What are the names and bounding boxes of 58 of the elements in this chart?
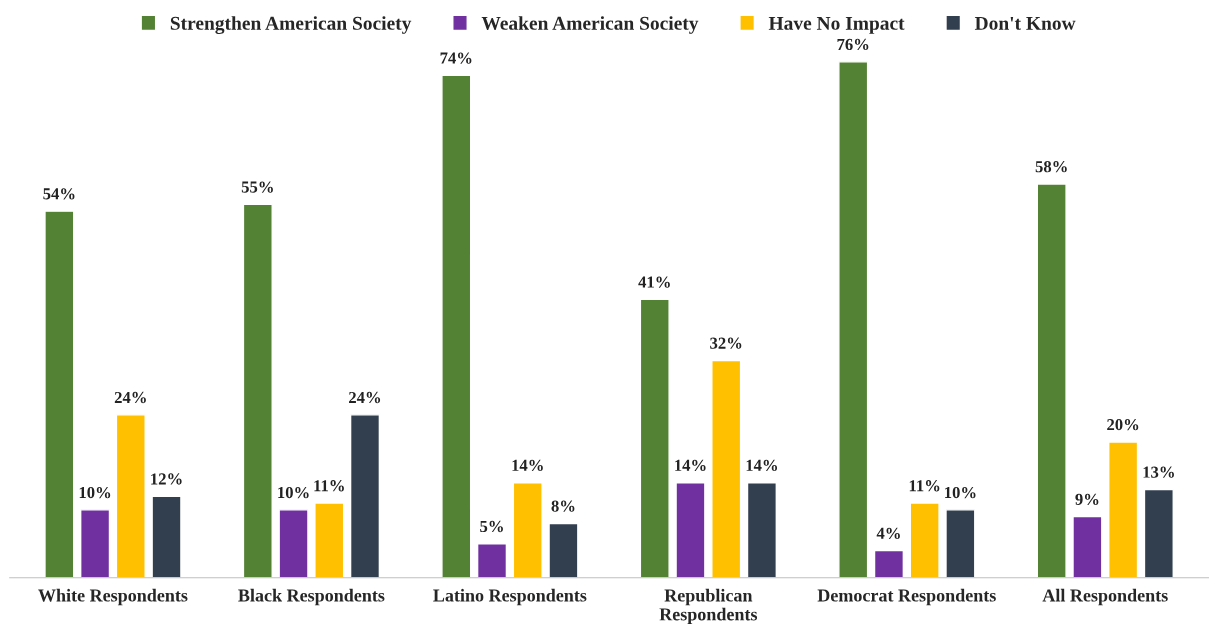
data-label: 58%	[1035, 161, 1067, 173]
bar	[873, 549, 905, 578]
bar	[1036, 183, 1067, 578]
data-label: 13%	[1143, 466, 1174, 478]
x-tick-label: Black Respondents	[238, 588, 385, 606]
bar	[115, 414, 146, 578]
data-label: 8%	[551, 500, 575, 512]
data-label: 55%	[241, 181, 273, 193]
data-label: 54%	[43, 188, 75, 200]
data-label: 20%	[1107, 419, 1139, 431]
data-label: 24%	[114, 391, 146, 404]
data-label: 12%	[151, 473, 182, 485]
bar	[441, 74, 472, 578]
bar	[512, 482, 543, 578]
bar	[278, 509, 309, 578]
bar	[349, 414, 381, 578]
data-label: 24%	[349, 391, 381, 404]
bar	[1108, 441, 1139, 578]
bar	[711, 359, 742, 578]
data-label: 14%	[675, 459, 706, 472]
x-tick-label: All Respondents	[1042, 588, 1168, 606]
data-label: 14%	[746, 459, 778, 472]
bar	[242, 203, 273, 578]
bar	[945, 509, 976, 578]
data-label: 5%	[480, 520, 503, 533]
data-label: 9%	[1075, 493, 1099, 505]
x-tick-label: Republican Respondents	[659, 588, 758, 625]
data-label: 10%	[278, 486, 309, 499]
legend-label: Have No Impact	[768, 16, 905, 34]
data-label: 11%	[314, 480, 344, 492]
bar	[675, 482, 706, 578]
bar	[44, 210, 75, 578]
legend-label: Weaken American Society	[481, 16, 699, 34]
data-label: 10%	[945, 486, 976, 499]
bar	[476, 543, 508, 578]
data-label: 14%	[512, 459, 543, 472]
bar	[1072, 515, 1103, 578]
bar	[1143, 488, 1174, 578]
data-label: 41%	[638, 276, 670, 288]
bar	[548, 522, 579, 578]
x-tick-label: Democrat Respondents	[817, 588, 996, 606]
bar	[838, 61, 869, 578]
data-label: 11%	[909, 480, 940, 492]
bar	[151, 495, 182, 578]
bar	[909, 502, 940, 578]
bar	[639, 298, 670, 578]
data-label: 4%	[876, 527, 900, 539]
data-label: 10%	[79, 486, 111, 499]
data-label: 32%	[710, 337, 742, 349]
x-tick-label: Latino Respondents	[433, 588, 587, 606]
bar	[79, 509, 111, 578]
bar	[314, 502, 345, 578]
data-label: 76%	[837, 38, 869, 51]
x-tick-label: White Respondents	[38, 588, 188, 606]
legend-label: Strengthen American Society	[170, 16, 412, 34]
bar	[746, 482, 778, 578]
legend-label: Don't Know	[974, 16, 1076, 30]
data-label: 74%	[440, 52, 472, 64]
